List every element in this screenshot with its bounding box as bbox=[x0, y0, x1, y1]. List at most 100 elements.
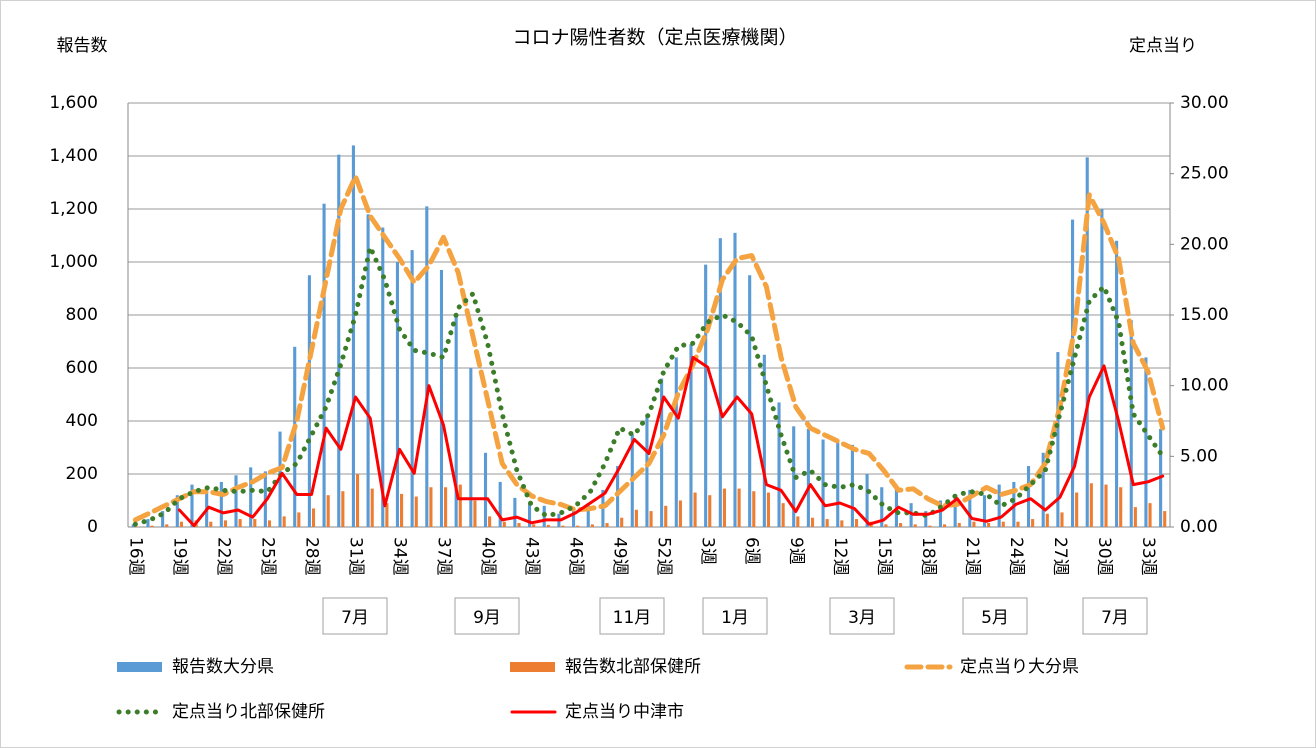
x-tick-label: 34週 bbox=[390, 537, 410, 576]
bar bbox=[1041, 452, 1045, 527]
bar bbox=[704, 264, 708, 527]
bar bbox=[175, 495, 179, 527]
bar bbox=[517, 523, 521, 527]
x-tick-label: 28週 bbox=[301, 537, 321, 576]
bar bbox=[928, 525, 932, 527]
bar bbox=[884, 524, 888, 527]
annotation-box bbox=[322, 597, 388, 635]
bar bbox=[425, 206, 429, 527]
bar bbox=[546, 524, 550, 527]
bar bbox=[355, 474, 360, 527]
bar bbox=[781, 503, 785, 527]
bar bbox=[586, 503, 590, 527]
bar bbox=[410, 250, 414, 527]
x-tick-label: 12週 bbox=[830, 537, 850, 576]
bar bbox=[1016, 521, 1020, 527]
bar bbox=[968, 489, 972, 527]
bar bbox=[737, 488, 741, 527]
bar bbox=[1056, 352, 1060, 527]
x-tick-label: 22週 bbox=[213, 537, 233, 576]
bar bbox=[146, 519, 150, 527]
bar bbox=[880, 487, 884, 527]
bar bbox=[238, 519, 242, 527]
bar bbox=[913, 524, 917, 527]
bar bbox=[488, 516, 492, 527]
y2-axis-label: 定点当り bbox=[1129, 36, 1197, 56]
bar bbox=[664, 505, 668, 527]
annotation: 7月 bbox=[341, 608, 369, 628]
bar bbox=[1144, 357, 1148, 527]
bar bbox=[190, 484, 194, 527]
bar bbox=[634, 509, 638, 527]
annotation-box bbox=[454, 597, 520, 635]
y-tick-label: 400 bbox=[66, 411, 98, 431]
bar bbox=[865, 474, 869, 527]
bar bbox=[840, 520, 844, 527]
y2-tick-label: 30.00 bbox=[1180, 93, 1229, 113]
y-tick-label: 600 bbox=[66, 358, 98, 378]
bar bbox=[282, 516, 286, 527]
bar bbox=[821, 439, 825, 527]
bar bbox=[234, 475, 238, 527]
bar bbox=[1026, 466, 1031, 527]
x-tick-label: 31週 bbox=[345, 537, 365, 576]
bar bbox=[825, 519, 829, 527]
y-axis-label: 報告数 bbox=[57, 36, 108, 56]
x-tick-label: 33週 bbox=[1138, 537, 1158, 576]
bar bbox=[502, 521, 506, 527]
annotation: 1月 bbox=[721, 608, 749, 628]
bar bbox=[219, 481, 223, 527]
bar bbox=[590, 524, 594, 527]
bar bbox=[454, 315, 458, 527]
bar bbox=[796, 516, 800, 527]
bar bbox=[982, 495, 987, 527]
annotation: 3月 bbox=[848, 608, 876, 628]
bar bbox=[179, 521, 183, 527]
x-tick-label: 49週 bbox=[610, 537, 630, 576]
bar bbox=[1115, 240, 1119, 528]
legend-label: 報告数北部保健所 bbox=[565, 657, 701, 677]
bar bbox=[297, 512, 301, 527]
x-tick-label: 9週 bbox=[786, 537, 806, 565]
y-tick-label: 1,600 bbox=[49, 93, 98, 113]
bar bbox=[326, 495, 330, 527]
annotation-box bbox=[829, 597, 895, 635]
bar bbox=[762, 354, 766, 527]
annotation-box bbox=[599, 597, 665, 635]
bar bbox=[513, 497, 517, 527]
x-tick-label: 37週 bbox=[434, 537, 454, 576]
bar bbox=[693, 492, 697, 527]
annotation: 9月 bbox=[473, 608, 501, 628]
legend-label: 定点当り大分県 bbox=[960, 657, 1079, 677]
bar bbox=[366, 214, 370, 528]
bar bbox=[473, 500, 477, 527]
y2-tick-label: 5.00 bbox=[1180, 446, 1218, 466]
x-tick-label: 46週 bbox=[566, 537, 586, 576]
bar bbox=[943, 524, 947, 527]
legend-label: 定点当り中津市 bbox=[565, 702, 684, 722]
bar bbox=[267, 520, 272, 527]
bar bbox=[924, 511, 928, 527]
bar bbox=[649, 511, 653, 527]
bar bbox=[1104, 484, 1108, 527]
annotation: 7月 bbox=[1101, 608, 1129, 628]
legend-label: 報告数大分県 bbox=[172, 657, 274, 677]
bar bbox=[957, 523, 961, 527]
x-tick-label: 16週 bbox=[125, 537, 145, 576]
x-tick-label: 19週 bbox=[169, 537, 189, 576]
annotation-box bbox=[702, 597, 768, 635]
y2-tick-label: 20.00 bbox=[1180, 234, 1229, 254]
bar bbox=[498, 481, 502, 527]
y-tick-label: 1,000 bbox=[49, 252, 98, 272]
bar bbox=[689, 344, 693, 527]
y-tick-label: 1,200 bbox=[49, 199, 98, 219]
bar bbox=[322, 203, 326, 527]
bar bbox=[444, 487, 448, 527]
bar bbox=[708, 495, 712, 527]
bar bbox=[253, 519, 257, 527]
x-tick-label: 15週 bbox=[874, 537, 894, 576]
bar bbox=[810, 517, 815, 527]
bar bbox=[527, 503, 532, 527]
bar bbox=[293, 346, 297, 527]
bar bbox=[381, 227, 385, 528]
